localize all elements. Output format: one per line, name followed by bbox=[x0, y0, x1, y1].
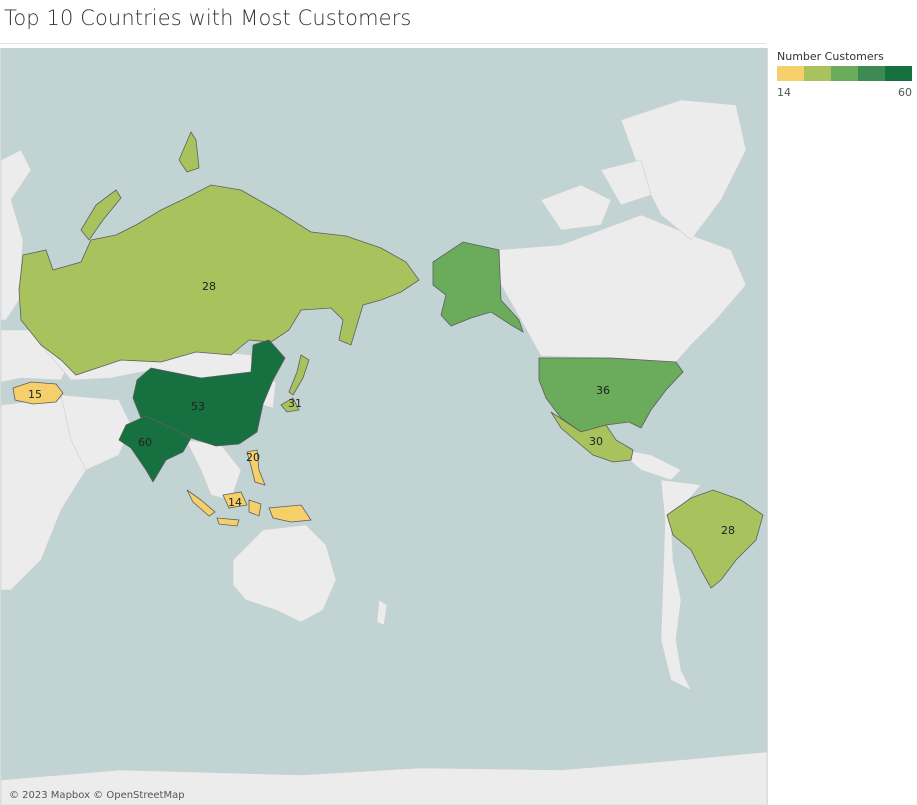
legend-swatch-3 bbox=[831, 66, 858, 81]
land-australia bbox=[232, 524, 337, 623]
country-philippines[interactable] bbox=[246, 449, 266, 486]
legend-ticks: 14 60 bbox=[777, 86, 912, 99]
title-divider bbox=[0, 43, 766, 44]
legend-swatch-2 bbox=[804, 66, 831, 81]
map-attribution[interactable]: © 2023 Mapbox © OpenStreetMap bbox=[9, 790, 185, 801]
country-russia[interactable] bbox=[18, 184, 420, 376]
country-japan-south bbox=[280, 397, 300, 413]
page-title: Top 10 Countries with Most Customers bbox=[4, 6, 412, 30]
label-usa: 36 bbox=[596, 384, 610, 397]
legend-color-bar bbox=[777, 66, 912, 81]
land-europe bbox=[1, 149, 32, 321]
label-japan: 31 bbox=[288, 397, 302, 410]
land-new-zealand bbox=[376, 599, 388, 626]
land-antarctica bbox=[1, 751, 767, 805]
land-baffin bbox=[600, 159, 652, 206]
country-indonesia[interactable] bbox=[186, 489, 312, 527]
label-mexico: 30 bbox=[589, 435, 603, 448]
legend-swatch-4 bbox=[858, 66, 885, 81]
map-svg[interactable]: 60 53 36 31 30 28 28 20 15 14 bbox=[1, 48, 767, 805]
country-russia-island-novaya bbox=[80, 189, 122, 241]
label-russia: 28 bbox=[202, 280, 216, 293]
land-central-america bbox=[614, 447, 682, 481]
country-japan[interactable] bbox=[288, 354, 310, 396]
land-se-asia bbox=[185, 439, 242, 501]
map-view[interactable]: 60 53 36 31 30 28 28 20 15 14 © 2023 Map… bbox=[0, 48, 768, 805]
color-legend: Number Customers 14 60 bbox=[777, 50, 915, 99]
land-arabia bbox=[60, 394, 132, 471]
label-india: 60 bbox=[138, 436, 152, 449]
highlighted-countries bbox=[12, 131, 764, 589]
label-philippines: 20 bbox=[246, 451, 260, 464]
land-canada bbox=[495, 214, 747, 363]
country-india[interactable] bbox=[118, 415, 192, 483]
country-mexico[interactable] bbox=[550, 411, 634, 463]
base-land bbox=[1, 99, 767, 805]
country-russia-island-north bbox=[178, 131, 200, 173]
label-indonesia: 14 bbox=[228, 496, 242, 509]
label-china: 53 bbox=[191, 400, 205, 413]
legend-max: 60 bbox=[898, 86, 912, 99]
label-brazil: 28 bbox=[721, 524, 735, 537]
country-labels: 60 53 36 31 30 28 28 20 15 14 bbox=[28, 280, 735, 537]
legend-min: 14 bbox=[777, 86, 791, 99]
country-turkey[interactable] bbox=[12, 381, 64, 405]
label-turkey: 15 bbox=[28, 388, 42, 401]
land-arctic-islands bbox=[540, 184, 612, 231]
legend-swatch-5 bbox=[885, 66, 912, 81]
country-brazil[interactable] bbox=[666, 489, 764, 589]
country-china[interactable] bbox=[132, 339, 286, 447]
country-usa-alaska[interactable] bbox=[432, 241, 524, 333]
country-usa[interactable] bbox=[538, 357, 684, 433]
legend-title: Number Customers bbox=[777, 50, 884, 63]
legend-swatch-1 bbox=[777, 66, 804, 81]
